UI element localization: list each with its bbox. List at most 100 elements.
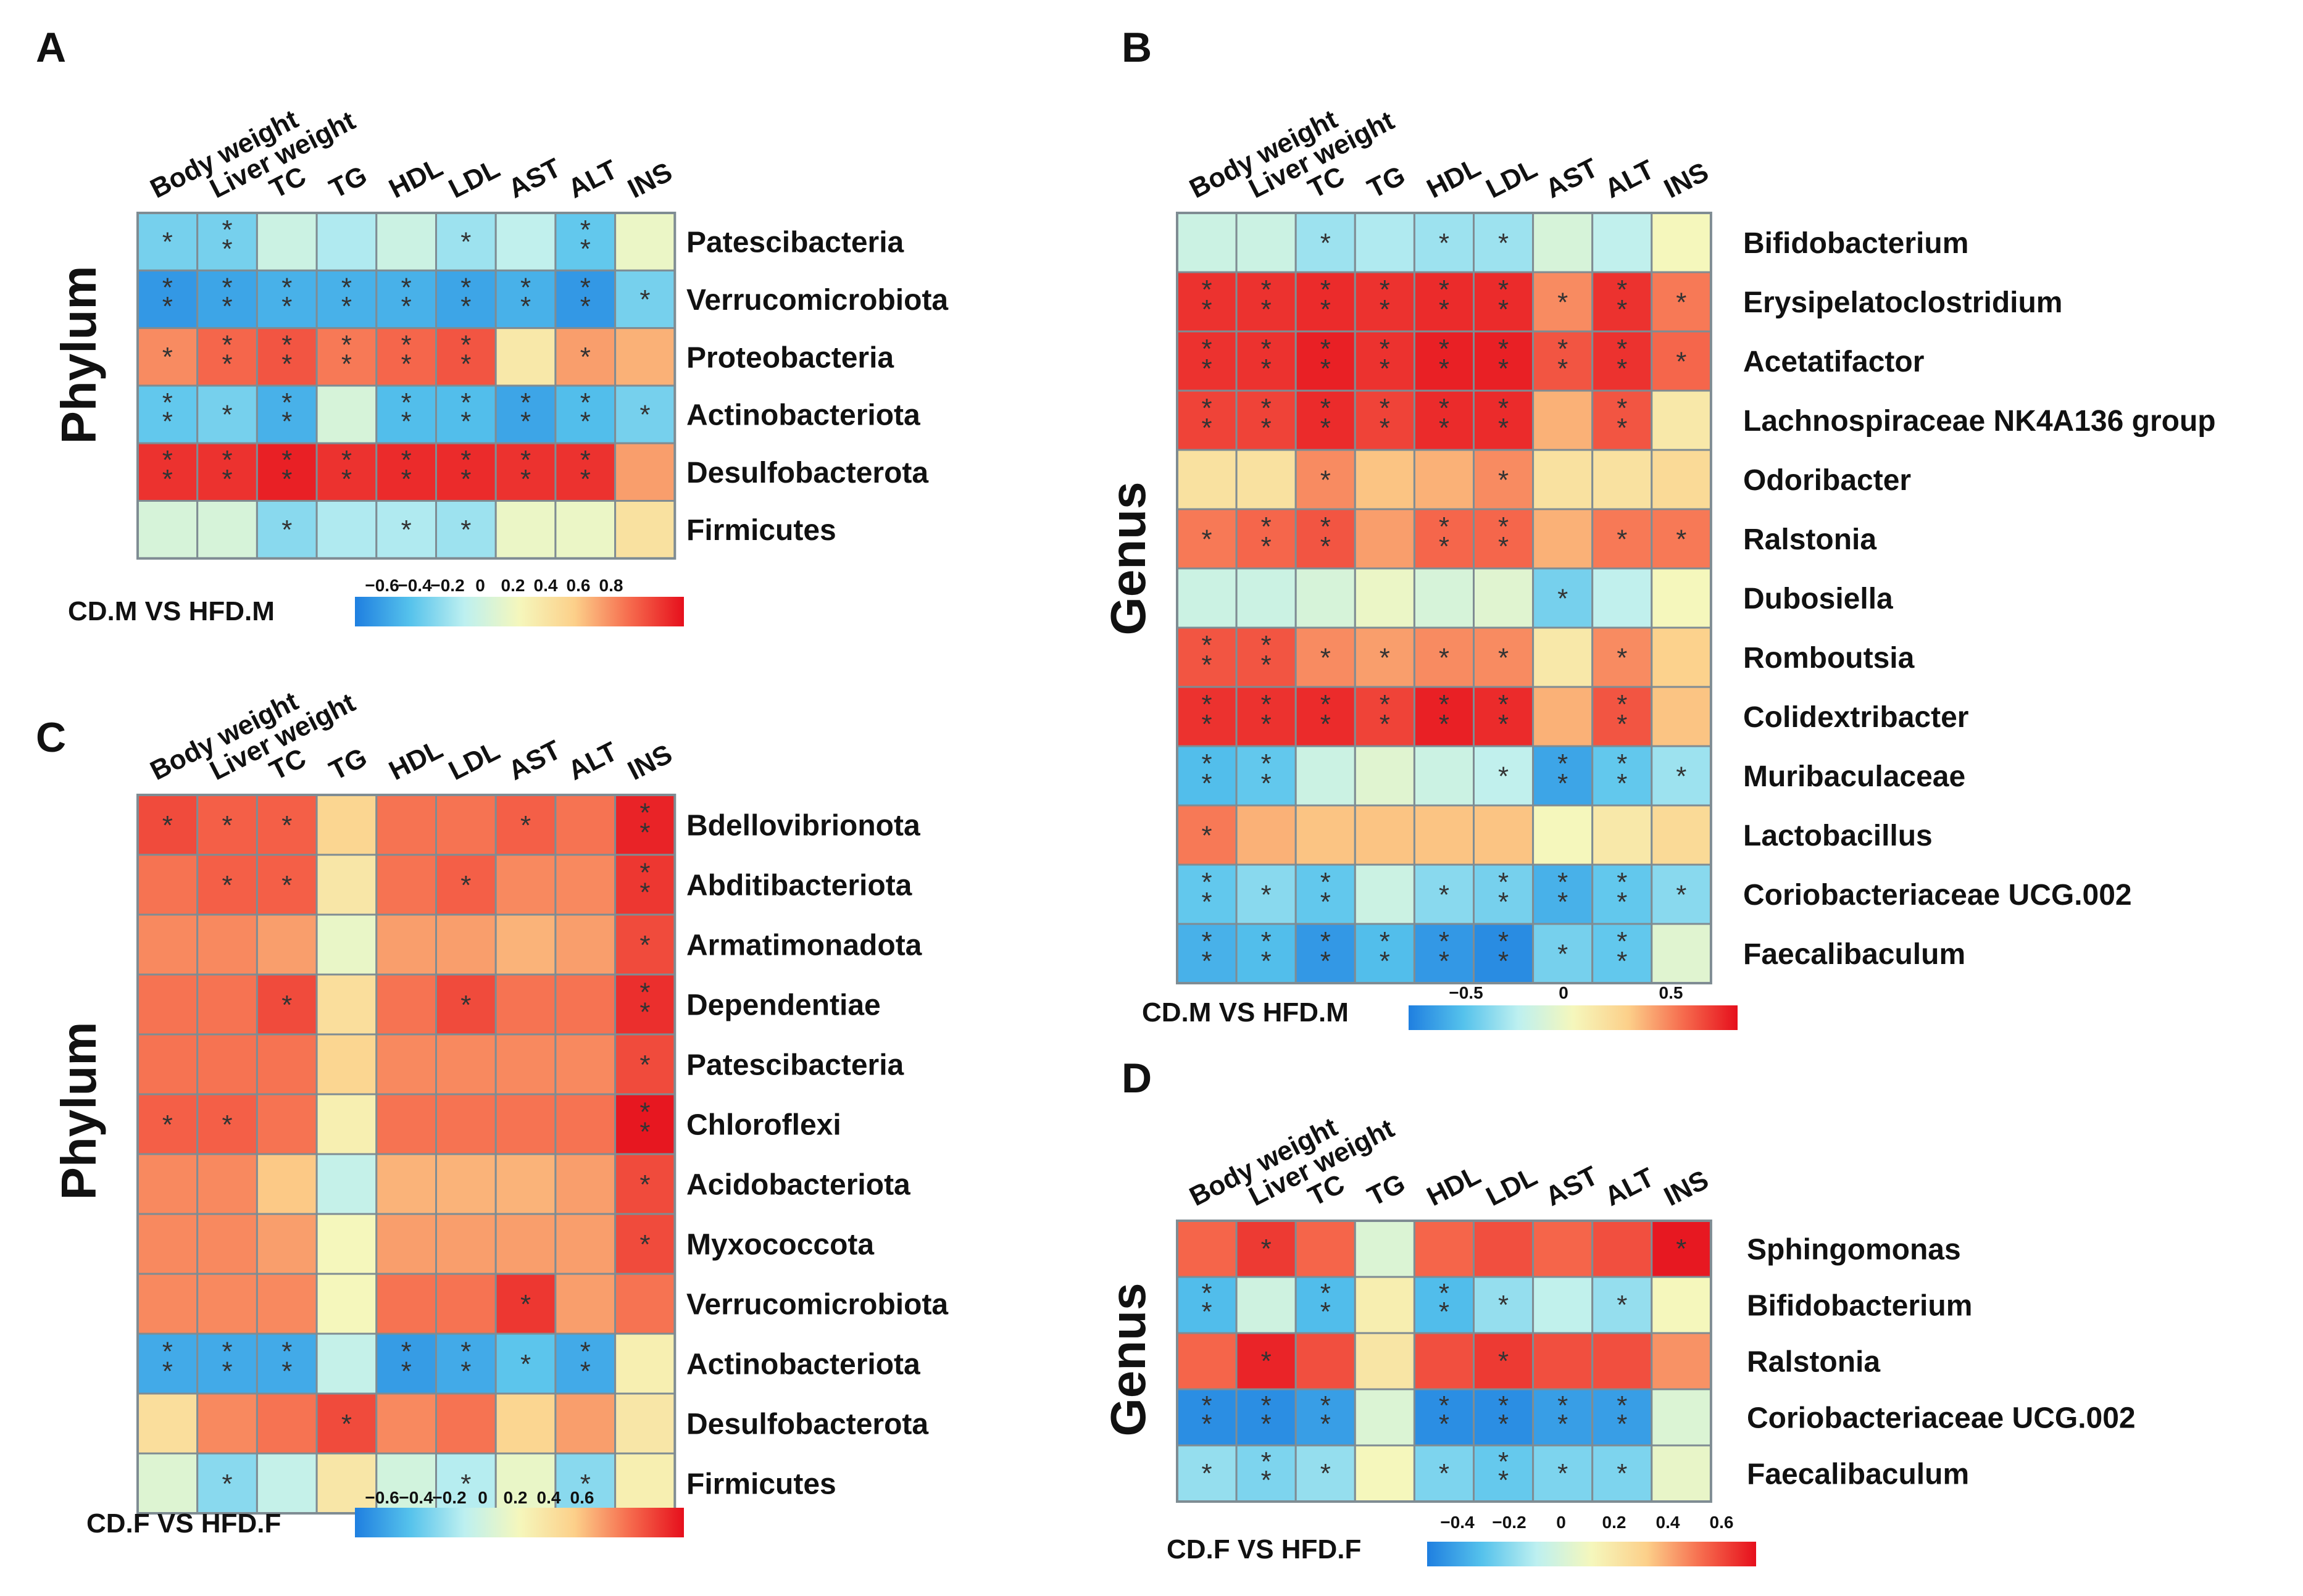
heatmap-cell [1176,449,1238,510]
row-label: Bdellovibrionota [686,810,920,842]
significance-star: * [1557,287,1568,317]
heatmap-cell [256,794,318,856]
significance-star: * [281,1337,292,1367]
heatmap-cell [315,1392,378,1455]
significance-star: * [639,1050,650,1080]
significance-star: * [1557,749,1568,779]
heatmap-cell [1176,1220,1238,1278]
significance-star: * [1557,1458,1568,1489]
significance-star: * [580,215,591,245]
significance-star: * [401,330,412,360]
significance-star: * [1498,334,1509,364]
heatmap-cell [1651,567,1712,629]
significance-star: * [401,445,412,475]
column-label: AST [504,734,566,786]
significance-star: * [580,1469,591,1499]
heatmap-cell [435,1392,497,1455]
heatmap-cell [256,913,318,976]
heatmap-cell [1413,449,1475,510]
significance-star: * [1380,926,1390,957]
colorbar-title: CD.M VS HFD.M [1142,997,1349,1028]
significance-star: * [580,407,591,437]
heatmap-cell [494,973,557,1036]
significance-star: * [580,1357,591,1387]
heatmap-cell [196,1153,258,1215]
significance-star: * [1498,512,1509,542]
heatmap-cell [136,500,199,560]
heatmap-cell [1651,923,1712,984]
significance-star: * [281,330,292,360]
significance-star: * [639,818,650,848]
colorbar-tick-label: −0.4 [399,1488,433,1507]
significance-star: * [1380,946,1390,976]
significance-star: * [460,870,471,900]
significance-star: * [1498,1465,1509,1495]
heatmap-cell [315,913,378,976]
heatmap-cell [1354,1388,1415,1447]
significance-star: * [1617,413,1627,443]
significance-star: * [281,464,292,494]
colorbar-tick-label: −0.6 [365,576,399,595]
row-label: Faecalibaculum [1743,938,1965,971]
significance-star: * [1261,749,1272,779]
significance-star: * [1617,867,1627,897]
significance-star: * [1439,1297,1449,1327]
heatmap-cell [196,913,258,976]
significance-star: * [1201,413,1212,443]
significance-star: * [162,1357,173,1387]
column-label: LDL [1481,1161,1542,1212]
heatmap-cell [1532,508,1594,570]
heatmap-cell [1354,389,1415,451]
heatmap-cell [494,1332,557,1395]
heatmap-cell [614,913,676,976]
heatmap-cell [494,1153,557,1215]
significance-star: * [580,342,591,372]
heatmap-cell [1176,863,1238,925]
significance-star: * [222,291,232,322]
colorbar-tick-label: 0.4 [1656,1513,1680,1532]
significance-star: * [1261,1390,1272,1421]
column-label: AST [504,152,566,204]
significance-star: * [1617,689,1627,720]
significance-star: * [1676,1234,1686,1264]
heatmap-cell [1651,1332,1712,1390]
colorbar-tick-label: 0.4 [534,576,558,595]
significance-star: * [1439,926,1449,957]
significance-star: * [1557,939,1568,969]
heatmap-cell [375,1273,437,1335]
y-axis-label: Genus [1101,1283,1156,1437]
heatmap-cell [315,1033,378,1095]
row-label: Verrucomicrobiota [686,1289,948,1321]
significance-star: * [520,388,531,418]
heatmap-cell [1473,1332,1535,1390]
significance-star: * [341,464,352,494]
heatmap-cell [315,1452,378,1515]
heatmap-cell [614,327,676,387]
significance-star: * [401,515,412,545]
heatmap-cell [1235,1444,1297,1503]
significance-star: * [1617,749,1627,779]
heatmap-cell [375,1452,437,1515]
row-label: Acidobacteriota [686,1169,910,1202]
significance-star: * [1439,1278,1449,1308]
row-label: Verrucomicrobiota [686,284,948,317]
column-label: INS [623,157,677,204]
heatmap-cell [315,269,378,330]
colorbar-tick-label: 0.4 [537,1488,561,1507]
heatmap-cell [554,1153,617,1215]
column-label: LDL [444,735,504,786]
heatmap-cell [1413,745,1475,807]
significance-star: * [1320,926,1331,957]
heatmap-cell [1532,212,1594,273]
significance-star: * [1498,294,1509,325]
significance-star: * [1498,1346,1509,1376]
heatmap-cell [1473,271,1535,333]
significance-star: * [1617,334,1627,364]
heatmap-cell [136,269,199,330]
heatmap-cell [1413,686,1475,747]
heatmap-cell [614,1153,676,1215]
heatmap-cell [1651,1444,1712,1503]
row-label: Ralstonia [1747,1346,1880,1379]
heatmap-cell [554,1273,617,1335]
heatmap-cell [196,500,258,560]
